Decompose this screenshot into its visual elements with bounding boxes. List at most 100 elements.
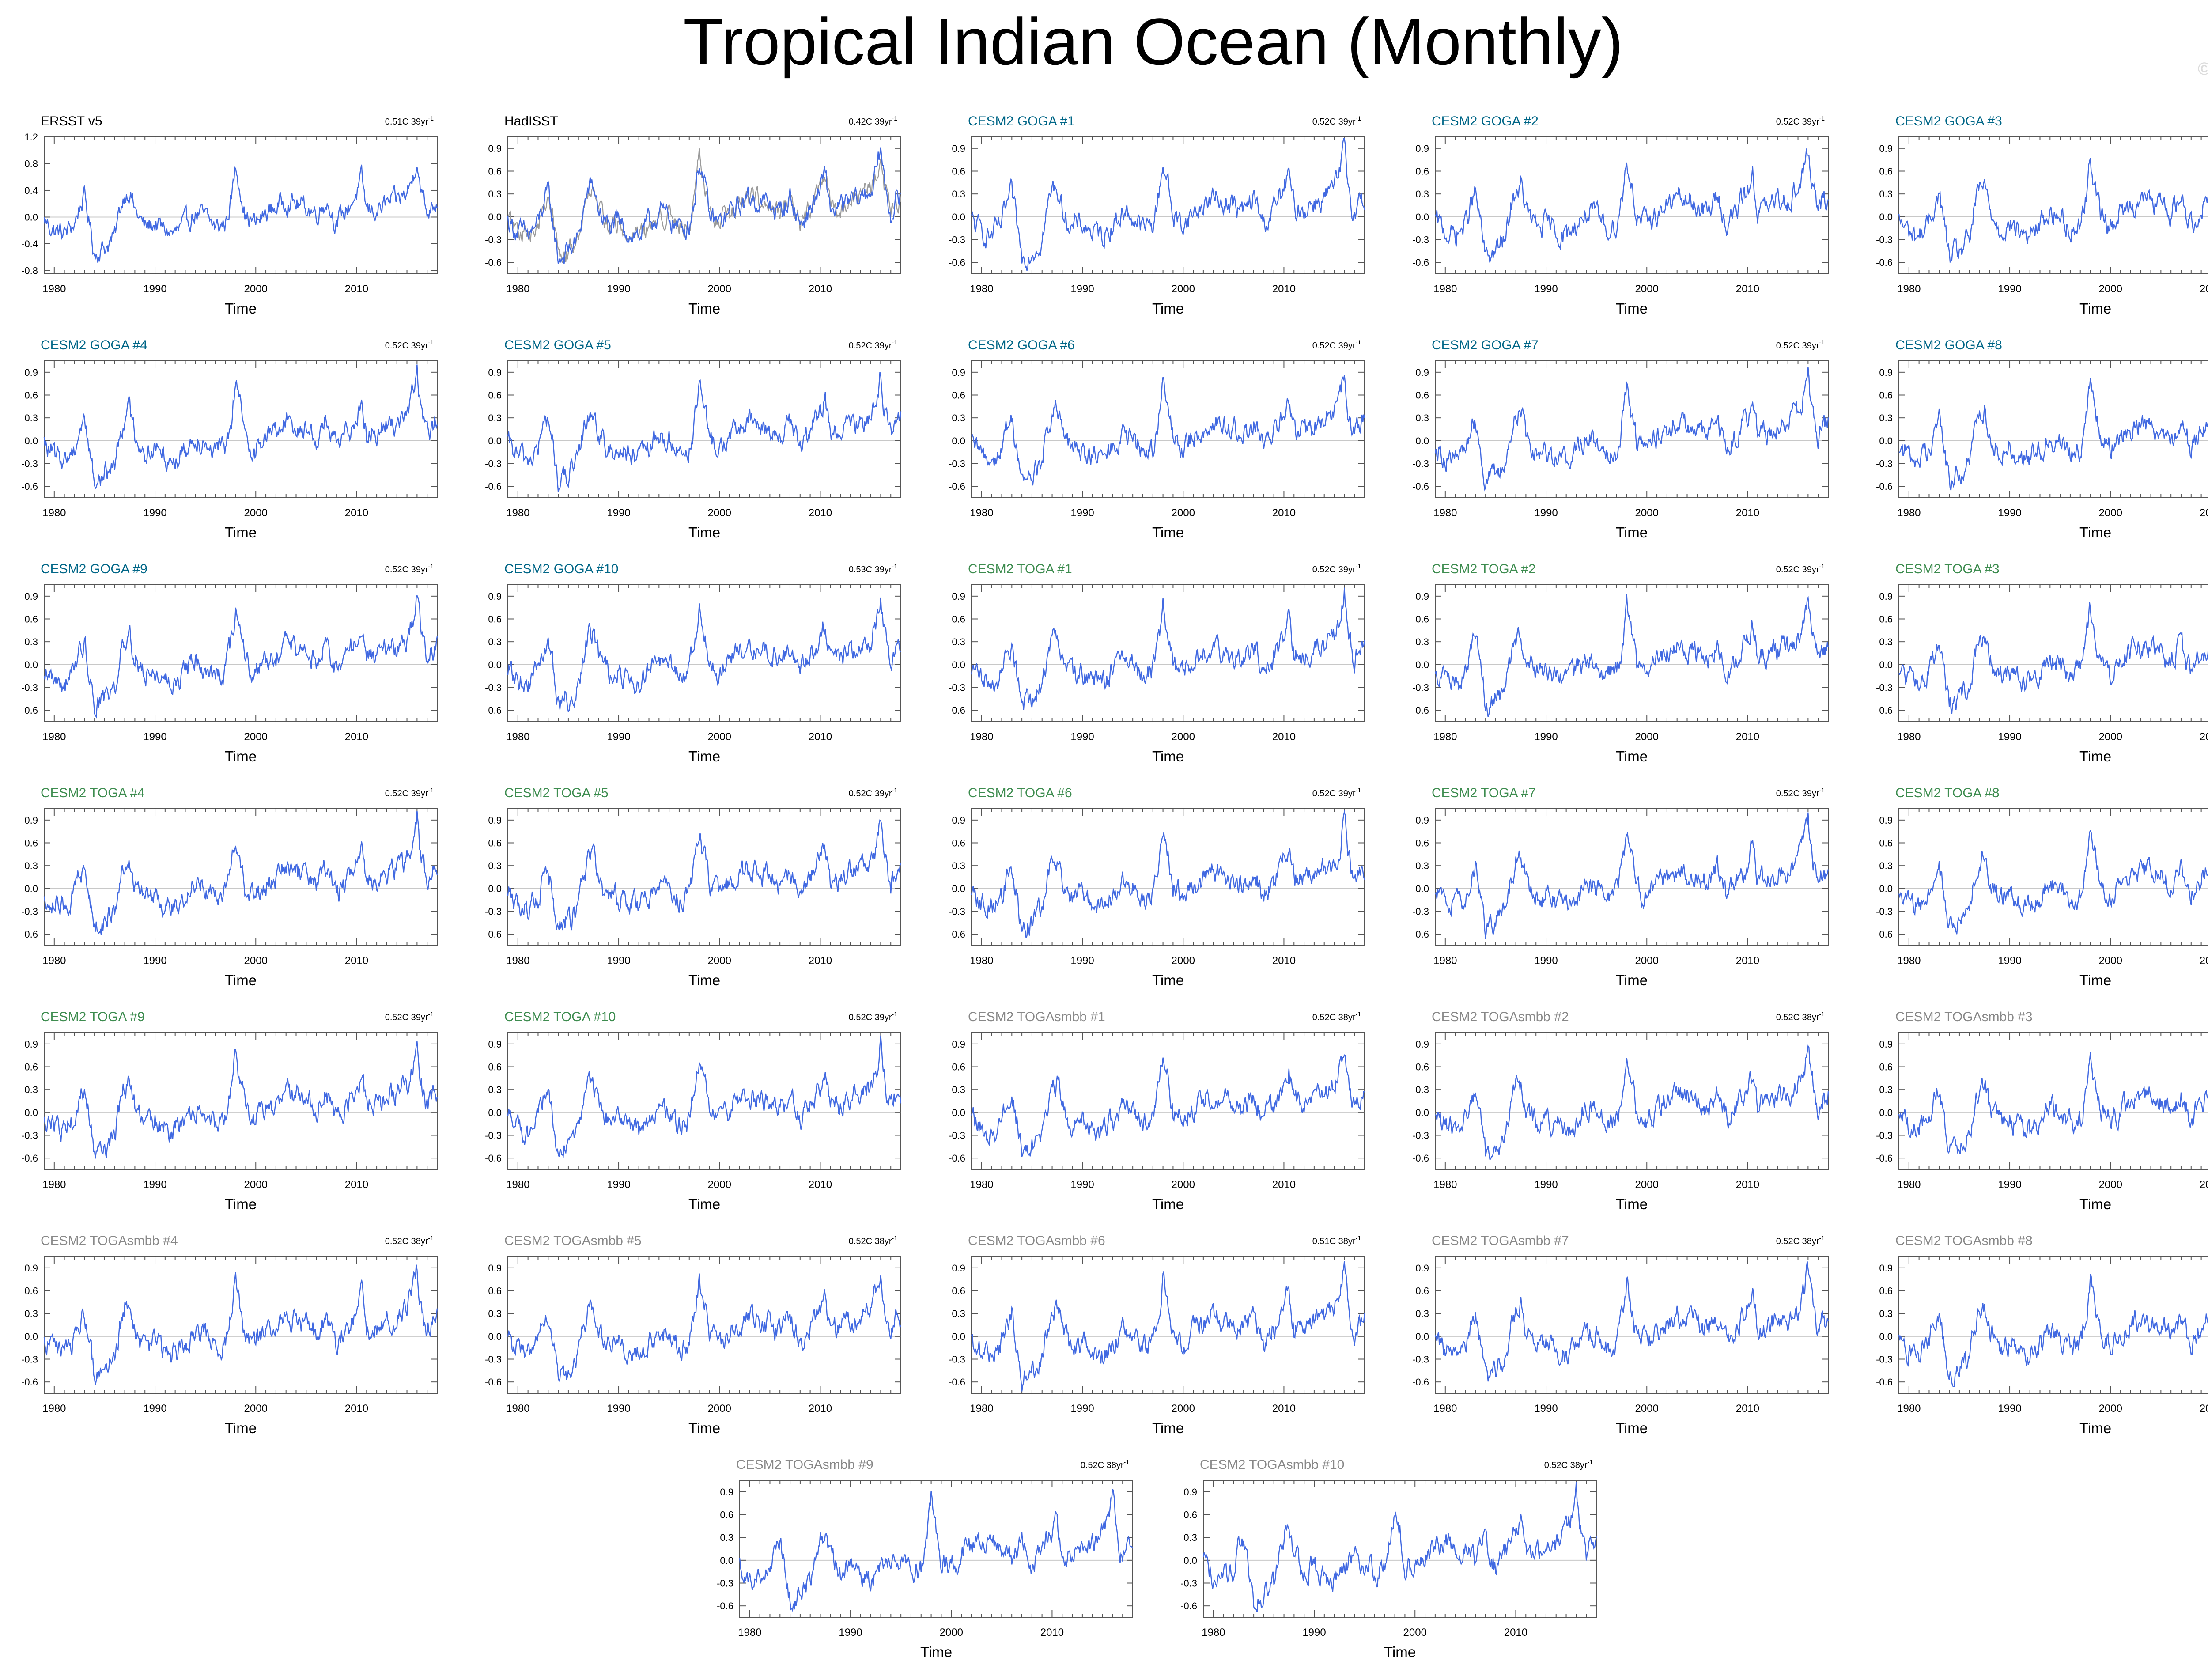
plot-frame xyxy=(971,1032,1365,1170)
x-axis-label: Time xyxy=(1152,300,1184,317)
x-tick-label: 2000 xyxy=(2099,731,2122,743)
x-tick-label: 1990 xyxy=(1998,283,2021,295)
y-tick-label: -0.3 xyxy=(1876,1354,1893,1365)
x-tick-label: 1990 xyxy=(143,1179,166,1191)
series-line xyxy=(1434,1261,1829,1382)
x-tick-label: 1980 xyxy=(506,1179,529,1191)
y-tick-label: 0.0 xyxy=(1879,659,1893,670)
panel-title: CESM2 TOGA #2 xyxy=(1432,562,1536,576)
y-tick-label: 0.9 xyxy=(488,367,502,378)
panel: CESM2 TOGAsmbb #2 0.52C 38yr-1 0.9 0.6 0.3 0.… xyxy=(1412,1010,1829,1212)
y-tick-label: 0.9 xyxy=(1415,143,1429,154)
x-tick-label: 1990 xyxy=(1534,507,1558,519)
y-tick-label: 0.9 xyxy=(1879,815,1893,826)
x-tick-label: 1980 xyxy=(506,283,529,295)
x-tick-label: 1990 xyxy=(607,283,630,295)
panel: CESM2 TOGAsmbb #30.52C 38yr-10.90.60.30.… xyxy=(1876,1010,2208,1212)
x-tick-label: 2010 xyxy=(1272,507,1296,519)
panel: CESM2 TOGA #4 0.52C 39yr-1 0.9 0.6 0.3 0.0 -0.… xyxy=(21,786,438,988)
plot-frame xyxy=(44,808,438,946)
panel-title: CESM2 GOGA #1 xyxy=(968,114,1075,129)
y-tick-label: 0.0 xyxy=(952,1107,965,1118)
x-tick-label: 2010 xyxy=(2200,731,2208,743)
trend-label: 0.52C 39yr-1 xyxy=(849,1010,898,1022)
x-tick-label: 2010 xyxy=(1272,731,1296,743)
series-line xyxy=(1435,1044,1829,1160)
y-tick-label: 0.3 xyxy=(1879,636,1893,647)
x-tick-label: 2000 xyxy=(708,1179,731,1191)
x-tick-label: 2000 xyxy=(2099,507,2122,519)
plot-frame xyxy=(971,136,1365,274)
y-tick-label: -0.3 xyxy=(1412,235,1429,246)
y-tick-label: 0.9 xyxy=(1415,367,1429,378)
panel: CESM2 TOGAsmbb #6 0.51C 38yr-1 0.9 0.6 0.3 0.… xyxy=(949,1234,1365,1436)
x-tick-label: 1990 xyxy=(607,731,630,743)
series-line xyxy=(507,819,902,931)
x-tick-label: 1980 xyxy=(1897,731,1921,743)
y-tick-label: 0.6 xyxy=(1415,614,1429,625)
plot-frame xyxy=(44,136,438,274)
trend-label: 0.52C 39yr-1 xyxy=(1776,115,1825,127)
y-tick-label: 0.9 xyxy=(488,591,502,602)
x-axis-label: Time xyxy=(1152,748,1184,764)
plot-frame xyxy=(1898,136,2208,274)
panel: CESM2 GOGA #1 0.52C 39yr-1 0.9 0.6 0.3 0.0 -0.… xyxy=(949,114,1365,317)
trend-label: 0.52C 39yr-1 xyxy=(849,339,898,351)
panel-title: CESM2 TOGAsmbb #8 xyxy=(1895,1234,2033,1248)
trend-label: 0.52C 39yr-1 xyxy=(1312,115,1361,127)
x-tick-label: 1990 xyxy=(1070,955,1094,967)
x-tick-label: 1980 xyxy=(1897,1403,1921,1415)
x-tick-label: 1980 xyxy=(1433,507,1457,519)
x-tick-label: 2010 xyxy=(1272,1179,1296,1191)
plot-frame xyxy=(1435,584,1829,722)
series-line xyxy=(1434,148,1829,263)
panel: CESM2 GOGA #7 0.52C 39yr-1 0.9 0.6 0.3 0.0 -0.… xyxy=(1412,338,1829,541)
y-tick-label: 0.0 xyxy=(1415,435,1429,446)
y-tick-label: 0.9 xyxy=(1879,591,1893,602)
panel: CESM2 TOGA #10 0.52C 39yr-1 0.9 0.6 0.3 0.0 -0… xyxy=(485,1010,902,1212)
y-tick-label: -0.6 xyxy=(949,257,965,268)
y-tick-label: 0.3 xyxy=(488,1084,502,1095)
x-tick-label: 1990 xyxy=(143,283,166,295)
panel-title: CESM2 TOGA #1 xyxy=(968,562,1072,576)
y-tick-label: -0.6 xyxy=(1876,1377,1893,1388)
y-tick-label: 0.4 xyxy=(24,185,38,196)
y-tick-label: 0.9 xyxy=(1879,1039,1893,1050)
y-tick-label: 0.9 xyxy=(1415,815,1429,826)
x-axis-label: Time xyxy=(2079,300,2111,317)
x-axis-label: Time xyxy=(688,1420,720,1436)
y-tick-label: 0.9 xyxy=(952,591,965,602)
y-tick-label: -0.6 xyxy=(21,705,38,716)
x-tick-label: 1990 xyxy=(1534,1403,1558,1415)
x-tick-label: 1980 xyxy=(1897,283,1921,295)
y-tick-label: 0.0 xyxy=(1183,1555,1197,1566)
series-line xyxy=(1434,594,1829,717)
x-tick-label: 1980 xyxy=(970,731,993,743)
panel: CESM2 GOGA #5 0.52C 39yr-1 0.9 0.6 0.3 0.0 -0.… xyxy=(485,338,902,541)
y-tick-label: 0.6 xyxy=(488,390,502,401)
y-tick-label: 0.9 xyxy=(488,1039,502,1050)
x-axis-label: Time xyxy=(2079,1420,2111,1436)
x-tick-label: 1980 xyxy=(42,283,66,295)
x-tick-label: 1980 xyxy=(42,507,66,519)
x-tick-label: 2010 xyxy=(809,1403,832,1415)
series-line xyxy=(507,1035,902,1158)
x-tick-label: 1980 xyxy=(738,1627,761,1638)
y-tick-label: 0.6 xyxy=(1415,838,1429,849)
y-tick-label: 0.6 xyxy=(24,1286,38,1297)
x-tick-label: 2010 xyxy=(1272,283,1296,295)
y-tick-label: 0.6 xyxy=(24,614,38,625)
x-tick-label: 2000 xyxy=(2099,1403,2122,1415)
trend-label: 0.52C 38yr-1 xyxy=(385,1234,434,1246)
y-tick-label: 0.3 xyxy=(1879,1308,1893,1319)
y-tick-label: -0.6 xyxy=(485,705,502,716)
panel: CESM2 TOGAsmbb #9 0.52C 38yr-1 0.9 0.6 0.3 0.… xyxy=(717,1457,1134,1660)
x-tick-label: 2010 xyxy=(809,283,832,295)
x-tick-label: 1980 xyxy=(42,731,66,743)
y-tick-label: -0.4 xyxy=(21,238,38,250)
x-axis-label: Time xyxy=(1384,1644,1416,1660)
series-line xyxy=(971,1261,1365,1392)
x-axis-label: Time xyxy=(1152,1196,1184,1212)
x-tick-label: 1990 xyxy=(1534,955,1558,967)
